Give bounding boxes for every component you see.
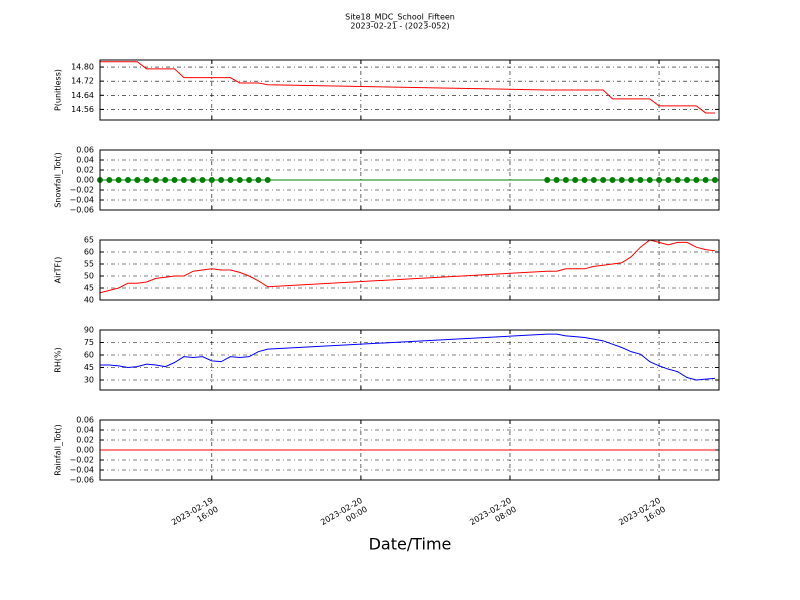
x-tick-label: 2023-02-1916:00 xyxy=(170,496,220,536)
data-point xyxy=(581,177,588,183)
data-point xyxy=(702,177,709,183)
y-axis-label: AirTF() xyxy=(54,257,63,284)
data-point xyxy=(665,177,672,183)
data-point xyxy=(152,177,159,183)
y-tick-label: −0.06 xyxy=(69,476,94,485)
plot-frame xyxy=(99,239,720,301)
y-tick-label: −0.02 xyxy=(69,186,94,195)
y-tick-label: 50 xyxy=(84,272,94,281)
y-tick-label: 30 xyxy=(84,376,94,385)
data-point xyxy=(264,177,271,183)
data-point xyxy=(199,177,206,183)
data-point xyxy=(618,177,625,183)
y-axis-label: Rainfall_Tot() xyxy=(54,424,63,476)
data-point xyxy=(562,177,569,183)
data-point xyxy=(218,177,225,183)
y-tick-label: 90 xyxy=(84,326,94,335)
data-point xyxy=(143,177,150,183)
y-tick-label: 60 xyxy=(84,248,94,257)
y-axis-label: Snowfall_Tot() xyxy=(54,152,63,208)
x-tick-label: 2023-02-2008:00 xyxy=(468,496,518,536)
x-tick-label: 2023-02-2016:00 xyxy=(617,496,667,536)
y-tick-label: 14.56 xyxy=(71,105,94,114)
data-point xyxy=(236,177,243,183)
data-point xyxy=(628,177,635,183)
y-tick-label: 14.64 xyxy=(71,91,94,100)
y-tick-label: −0.02 xyxy=(69,456,94,465)
data-point xyxy=(693,177,700,183)
y-tick-label: 0.04 xyxy=(76,426,94,435)
y-tick-label: 75 xyxy=(84,338,94,347)
data-point xyxy=(190,177,197,183)
y-tick-label: 45 xyxy=(84,363,94,372)
y-tick-label: 40 xyxy=(84,296,94,305)
data-point xyxy=(711,177,718,183)
y-tick-label: 0.02 xyxy=(76,436,94,445)
plot-frame xyxy=(99,419,720,481)
figure-subtitle: 2023-02-21 - (2023-052) xyxy=(350,22,449,31)
data-point xyxy=(646,177,653,183)
y-tick-label: −0.06 xyxy=(69,206,94,215)
data-point xyxy=(674,177,681,183)
y-tick-label: 65 xyxy=(84,236,94,245)
subplot: 14.56 14.64 14.72 14.80 P(unitless) xyxy=(54,59,720,121)
subplot: 40 45 50 55 60 65 AirTF() xyxy=(54,236,720,305)
y-tick-label: −0.04 xyxy=(69,196,94,205)
data-point xyxy=(227,177,234,183)
data-point xyxy=(637,177,644,183)
data-point xyxy=(609,177,616,183)
y-tick-label: 14.72 xyxy=(71,77,94,86)
y-tick-label: 0.00 xyxy=(76,176,94,185)
subplot: 30 45 60 75 90 RH(%) xyxy=(54,326,720,391)
data-point xyxy=(171,177,178,183)
data-line xyxy=(100,61,715,114)
plot-frame xyxy=(99,149,720,211)
subplot: −0.06−0.04−0.020.000.020.040.06 Snowfall_… xyxy=(54,146,720,215)
y-tick-label: 0.06 xyxy=(76,146,94,155)
subplot: −0.06−0.04−0.020.000.020.040.06 2023-02-1… xyxy=(54,416,720,536)
x-axis-label: Date/Time xyxy=(369,535,452,554)
y-tick-label: 60 xyxy=(84,351,94,360)
plot-frame xyxy=(99,329,720,391)
figure-title: Site18_MDC_School_Fifteen xyxy=(345,13,455,22)
data-point xyxy=(208,177,215,183)
data-point xyxy=(684,177,691,183)
data-point xyxy=(656,177,663,183)
y-tick-label: 14.80 xyxy=(71,63,94,72)
data-point xyxy=(106,177,113,183)
data-point xyxy=(180,177,187,183)
data-point xyxy=(544,177,551,183)
y-tick-label: 0.00 xyxy=(76,446,94,455)
data-point xyxy=(124,177,131,183)
plot-frame xyxy=(99,59,720,121)
data-point xyxy=(134,177,141,183)
data-line xyxy=(100,333,716,381)
y-axis-label: RH(%) xyxy=(54,347,63,372)
y-tick-label: 45 xyxy=(84,284,94,293)
data-point xyxy=(115,177,122,183)
y-tick-label: 0.02 xyxy=(76,166,94,175)
y-tick-label: 0.04 xyxy=(76,156,94,165)
data-point xyxy=(162,177,169,183)
data-point xyxy=(255,177,262,183)
data-line xyxy=(100,240,716,294)
y-tick-label: −0.04 xyxy=(69,466,94,475)
data-point xyxy=(600,177,607,183)
y-tick-label: 55 xyxy=(84,260,94,269)
y-tick-label: 0.06 xyxy=(76,416,94,425)
data-point xyxy=(590,177,597,183)
data-point xyxy=(246,177,253,183)
data-point xyxy=(572,177,579,183)
y-axis-label: P(unitless) xyxy=(54,69,63,111)
x-tick-label: 2023-02-2000:00 xyxy=(319,496,369,536)
data-point xyxy=(553,177,560,183)
